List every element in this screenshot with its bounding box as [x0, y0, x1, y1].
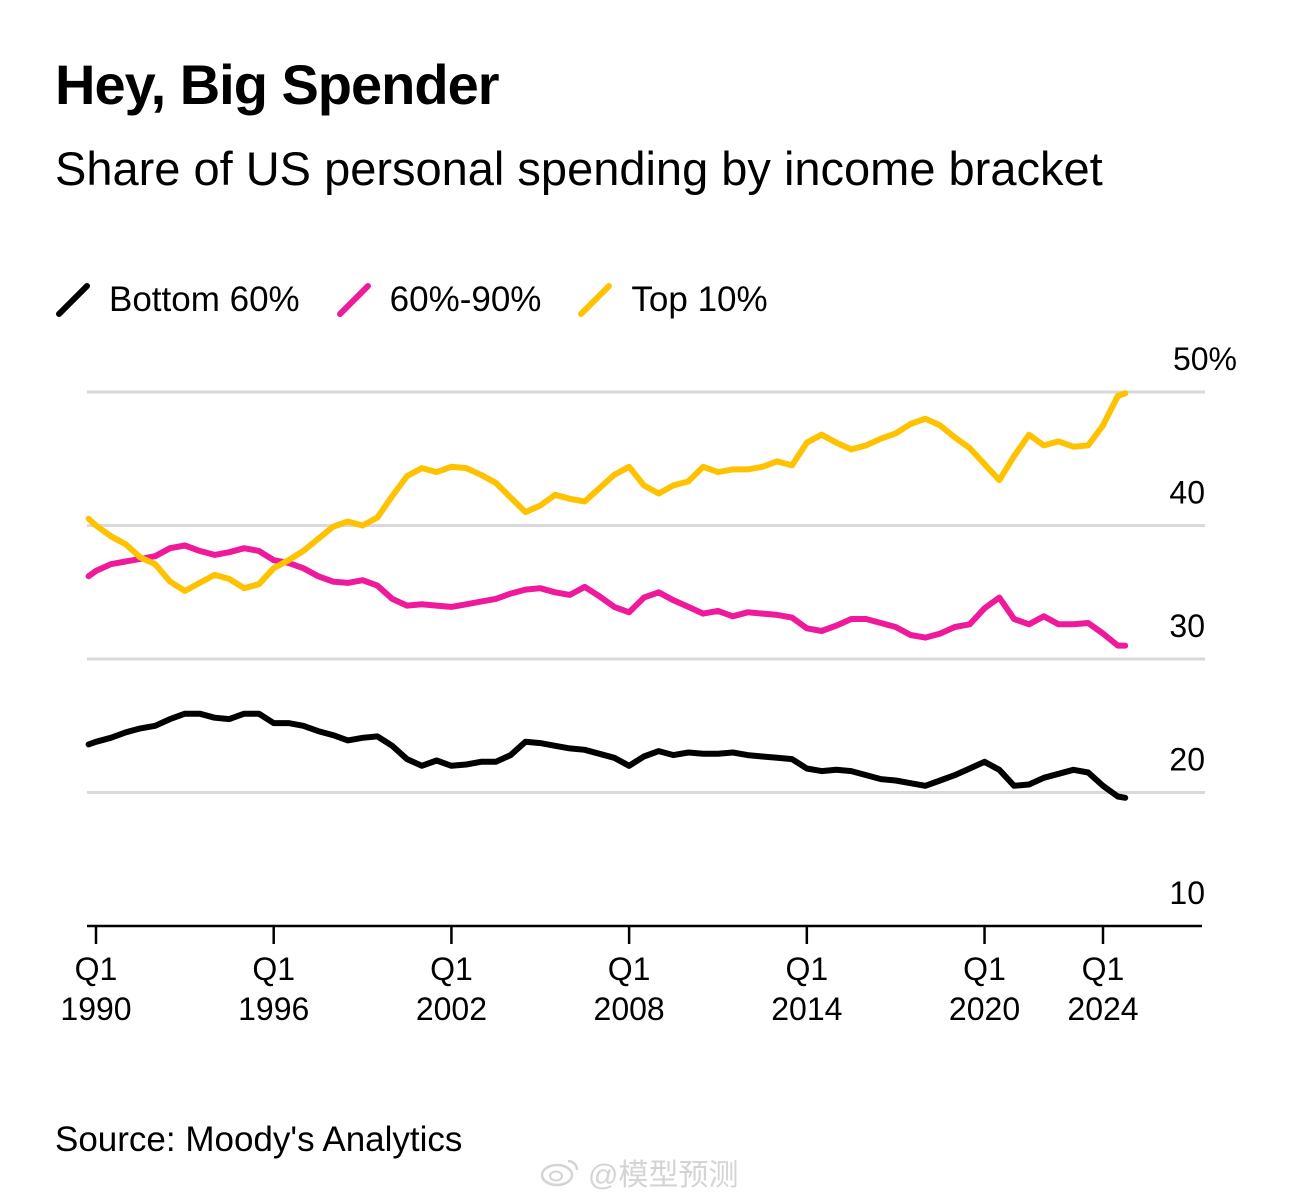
chart-title: Hey, Big Spender — [55, 53, 500, 116]
x-tick-label-quarter: Q1 — [430, 951, 473, 987]
grid-lines — [87, 390, 1205, 794]
x-tick-label-quarter: Q1 — [1082, 951, 1125, 987]
chart-legend: Bottom 60% 60%-90% Top 10% — [55, 280, 804, 320]
legend-swatch-60-90 — [336, 283, 371, 317]
x-tick-label-quarter: Q1 — [785, 951, 828, 987]
line-chart: 50% 40 30 20 10 Q1 1990 Q1 1996 Q1 2002 Q1 2008 Q1 201… — [60, 341, 1237, 1027]
x-tick-label-year: 2002 — [416, 991, 487, 1027]
x-tick-label-year: 1996 — [238, 991, 309, 1027]
source-note: Source: Moody's Analytics — [55, 1120, 463, 1159]
y-tick-label: 10 — [1169, 875, 1205, 911]
axes: 50% 40 30 20 10 Q1 1990 Q1 1996 Q1 2002 Q1 2008 Q1 201… — [60, 341, 1237, 1027]
x-tick-label-quarter: Q1 — [608, 951, 651, 987]
x-tick-label-year: 1990 — [60, 991, 131, 1027]
chart-subtitle: Share of US personal spending by income … — [55, 142, 1103, 195]
x-tick-label-quarter: Q1 — [963, 951, 1006, 987]
y-tick-label: 20 — [1169, 742, 1205, 778]
y-tick-label: 30 — [1169, 608, 1205, 644]
x-tick-label-year: 2024 — [1067, 991, 1138, 1027]
x-tick-label-year: 2014 — [771, 991, 842, 1027]
legend-item-top-10: Top 10% — [577, 280, 768, 320]
x-tick-label-quarter: Q1 — [252, 951, 295, 987]
legend-label-bottom-60: Bottom 60% — [109, 280, 300, 319]
legend-label-60-90: 60%-90% — [389, 280, 542, 319]
legend-swatch-bottom-60 — [56, 283, 90, 317]
x-tick-label-year: 2020 — [949, 991, 1020, 1027]
watermark-text: @模型预测 — [588, 1159, 739, 1192]
legend-item-bottom-60: Bottom 60% — [55, 280, 300, 320]
y-tick-label: 40 — [1169, 475, 1205, 511]
x-tick-label-quarter: Q1 — [75, 951, 118, 987]
legend-swatch-top-10 — [578, 283, 613, 317]
x-tick-label-year: 2008 — [594, 991, 665, 1027]
y-tick-label: 50% — [1173, 341, 1237, 377]
series-line-top-10 — [85, 390, 1129, 594]
watermark: @模型预测 — [540, 1150, 738, 1194]
series-lines — [85, 390, 1129, 801]
legend-label-top-10: Top 10% — [631, 280, 768, 319]
legend-item-60-90: 60%-90% — [336, 280, 542, 320]
series-line-bottom-60 — [85, 710, 1129, 801]
series-line-60-90 — [85, 542, 1129, 649]
weibo-logo-icon — [540, 1159, 579, 1187]
